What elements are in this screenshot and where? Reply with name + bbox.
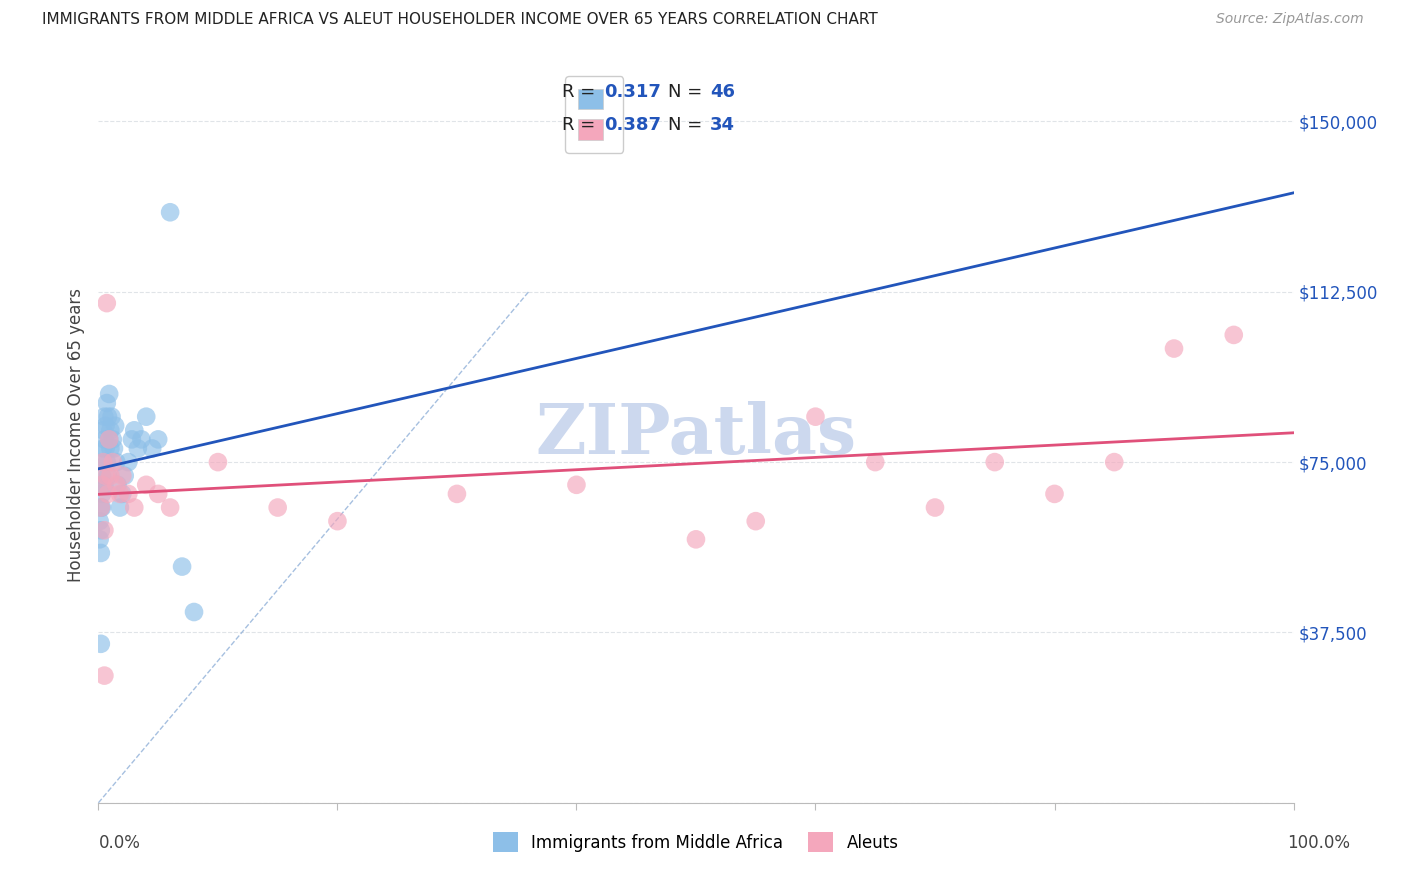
Point [96, 396, 118, 410]
Point [96, 296, 118, 310]
Point [90, 637, 112, 651]
Text: R =: R = [562, 116, 602, 134]
Text: N =: N = [668, 116, 707, 134]
Point [107, 478, 129, 492]
Point [97, 409, 120, 424]
Text: 34: 34 [710, 116, 735, 134]
Point [1043, 487, 1066, 501]
Point [159, 205, 181, 219]
Point [90, 546, 112, 560]
Point [127, 442, 149, 456]
Point [98, 468, 122, 483]
Point [101, 433, 124, 447]
Point [135, 409, 157, 424]
Point [91, 455, 114, 469]
Point [89, 533, 111, 547]
Point [565, 478, 588, 492]
Point [865, 455, 887, 469]
Point [207, 455, 229, 469]
Point [131, 433, 153, 447]
Point [97, 487, 120, 501]
Point [98, 442, 122, 456]
Point [89, 514, 111, 528]
Text: ZIPatlas: ZIPatlas [536, 401, 856, 468]
Point [101, 455, 124, 469]
Point [94, 418, 117, 433]
Text: 46: 46 [710, 83, 735, 101]
Point [98, 433, 121, 447]
Point [91, 423, 114, 437]
Point [100, 409, 122, 424]
Point [984, 455, 1007, 469]
Legend: Immigrants from Middle Africa, Aleuts: Immigrants from Middle Africa, Aleuts [485, 823, 907, 861]
Point [183, 605, 205, 619]
Point [98, 387, 121, 401]
Point [1163, 342, 1185, 356]
Point [108, 487, 131, 501]
Point [98, 423, 122, 437]
Y-axis label: Householder Income Over 65 years: Householder Income Over 65 years [66, 288, 84, 582]
Point [90, 523, 112, 537]
Point [124, 423, 146, 437]
Point [90, 500, 112, 515]
Point [1104, 455, 1126, 469]
Point [91, 500, 114, 515]
Point [804, 409, 827, 424]
Point [98, 433, 121, 447]
Point [111, 487, 134, 501]
Point [103, 442, 125, 456]
Point [924, 500, 946, 515]
Point [93, 478, 115, 492]
Text: N =: N = [668, 83, 707, 101]
Point [93, 523, 115, 537]
Point [90, 500, 112, 515]
Point [121, 433, 143, 447]
Point [93, 409, 115, 424]
Text: 0.387: 0.387 [605, 116, 662, 134]
Point [141, 442, 163, 456]
Text: IMMIGRANTS FROM MIDDLE AFRICA VS ALEUT HOUSEHOLDER INCOME OVER 65 YEARS CORRELAT: IMMIGRANTS FROM MIDDLE AFRICA VS ALEUT H… [42, 12, 877, 27]
Text: R =: R = [562, 83, 602, 101]
Point [93, 433, 115, 447]
Point [111, 468, 134, 483]
Point [104, 418, 127, 433]
Point [108, 500, 131, 515]
Point [446, 487, 468, 501]
Text: 100.0%: 100.0% [1288, 834, 1350, 852]
Point [91, 442, 114, 456]
Point [91, 468, 114, 483]
Point [117, 455, 139, 469]
Point [124, 500, 146, 515]
Point [745, 514, 768, 528]
Text: Source: ZipAtlas.com: Source: ZipAtlas.com [1216, 12, 1364, 26]
Point [94, 442, 117, 456]
Point [96, 455, 118, 469]
Point [135, 478, 157, 492]
Point [97, 468, 120, 483]
Point [94, 468, 117, 483]
Text: 0.0%: 0.0% [98, 834, 141, 852]
Point [159, 500, 181, 515]
Point [326, 514, 349, 528]
Point [91, 478, 114, 492]
Point [148, 487, 170, 501]
Point [1223, 327, 1246, 342]
Point [91, 487, 114, 501]
Text: 0.317: 0.317 [605, 83, 661, 101]
Point [114, 468, 136, 483]
Point [685, 533, 707, 547]
Point [105, 455, 128, 469]
Point [267, 500, 290, 515]
Point [105, 478, 128, 492]
Point [93, 668, 115, 682]
Point [91, 478, 114, 492]
Point [117, 487, 139, 501]
Point [91, 455, 114, 469]
Point [148, 433, 170, 447]
Point [172, 559, 194, 574]
